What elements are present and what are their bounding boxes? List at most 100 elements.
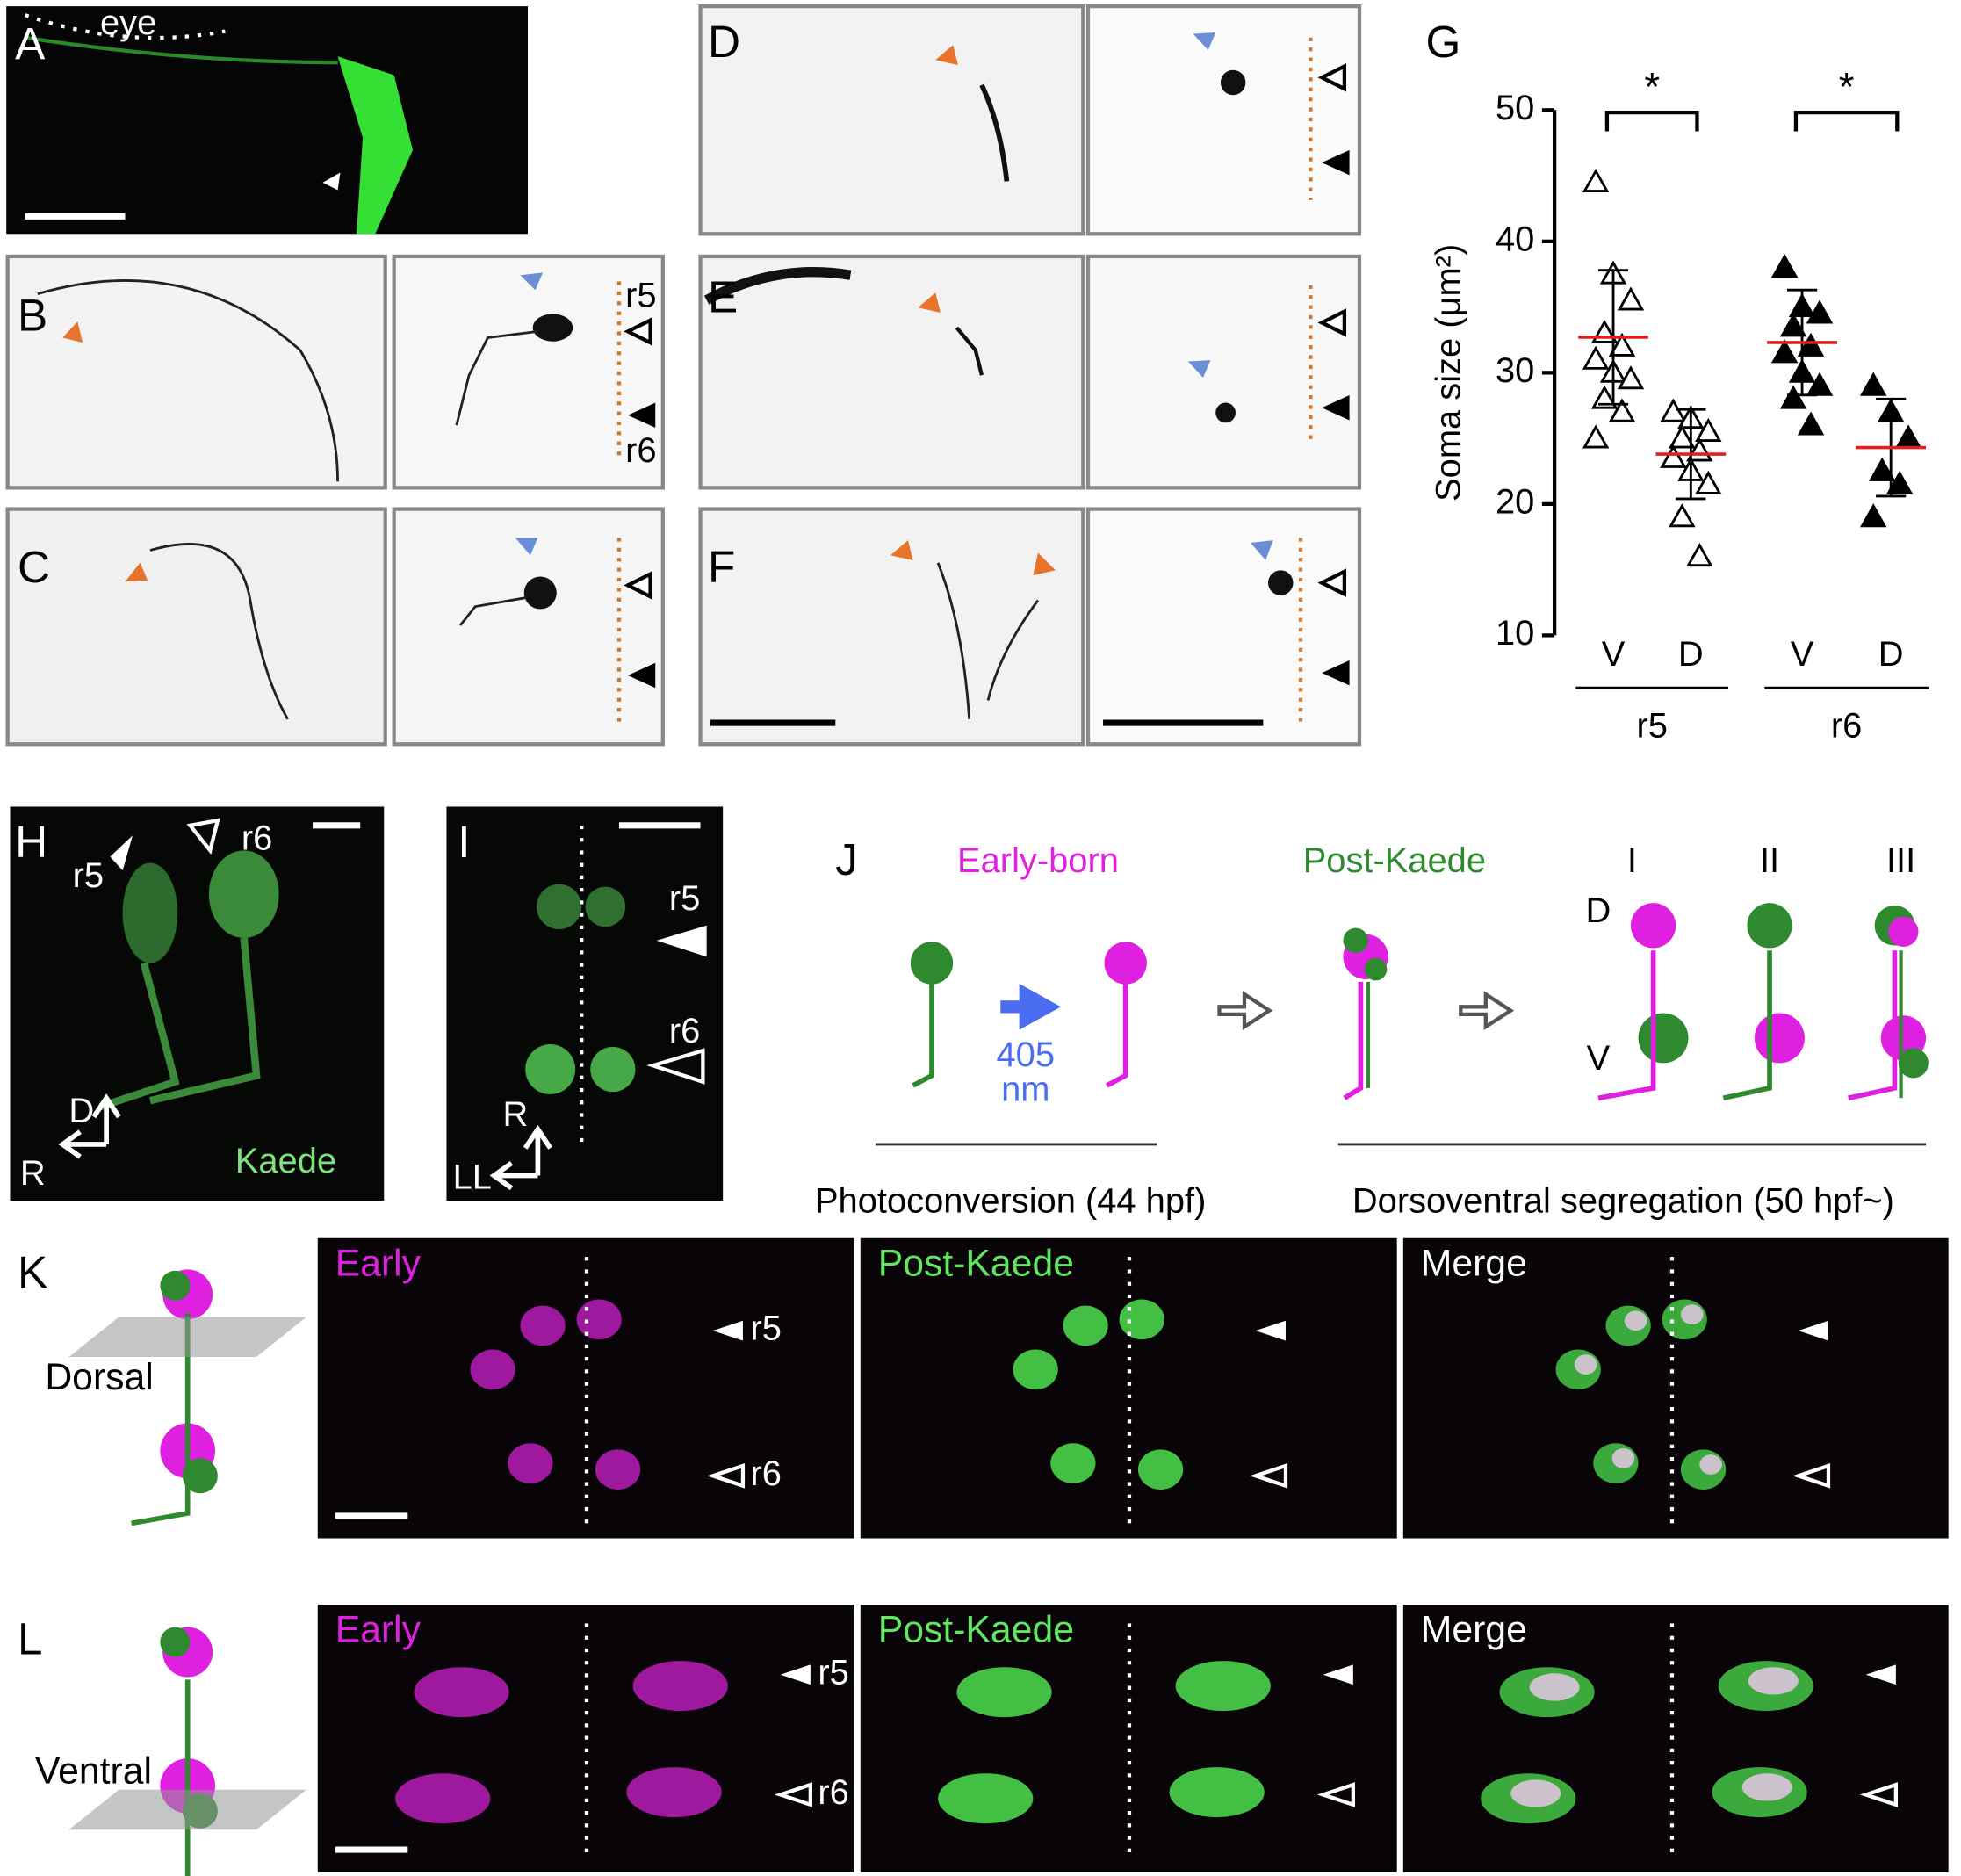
axon xyxy=(936,562,1040,719)
axis-label: V xyxy=(1587,1039,1611,1078)
cell-signal xyxy=(525,1044,576,1094)
structure xyxy=(703,267,852,305)
cell-signal xyxy=(470,1349,515,1390)
data-point xyxy=(1806,299,1834,324)
y-tick-label: 10 xyxy=(1496,614,1534,653)
data-point xyxy=(1608,398,1636,422)
soma xyxy=(532,314,573,342)
rhombomere-label: r5 xyxy=(669,879,700,918)
dendrite xyxy=(459,596,526,626)
cell-signal xyxy=(536,884,582,930)
rhombomere-label: r5 xyxy=(818,1653,848,1692)
data-point xyxy=(1695,417,1722,443)
type-label: I xyxy=(1627,841,1637,880)
plane-label: Dorsal xyxy=(45,1356,153,1398)
image-panel xyxy=(392,254,665,490)
data-point xyxy=(1669,503,1696,528)
panel-label: L xyxy=(18,1613,43,1663)
cell-signal xyxy=(1169,1767,1265,1818)
cell-signal xyxy=(122,862,178,963)
axon xyxy=(25,35,338,65)
data-point xyxy=(1894,424,1922,449)
arrowhead xyxy=(110,835,133,871)
image-panel xyxy=(5,507,387,747)
x-tick-label: D xyxy=(1878,635,1904,674)
data-point xyxy=(1608,332,1636,357)
cell-signal xyxy=(956,1667,1052,1718)
panel-label: G xyxy=(1425,17,1460,67)
image-panel xyxy=(317,1237,854,1539)
axis-label: D xyxy=(68,1092,94,1130)
arrowhead xyxy=(624,571,652,600)
significance-label: * xyxy=(1839,65,1855,110)
panel-label: D xyxy=(708,17,740,67)
significance-bracket xyxy=(1604,111,1699,132)
axis-label: R xyxy=(503,1095,529,1134)
data-point xyxy=(1797,332,1825,357)
y-tick-label: 30 xyxy=(1496,351,1534,390)
image-panel xyxy=(1085,254,1362,490)
cell-signal xyxy=(632,1661,728,1712)
rhombomere-label: r6 xyxy=(242,819,272,857)
data-point xyxy=(1660,444,1687,468)
cell-signal xyxy=(395,1773,491,1824)
panel-label: C xyxy=(18,542,50,592)
arrowhead xyxy=(656,925,707,957)
image-panel xyxy=(446,806,724,1201)
image-panel xyxy=(698,254,1085,490)
image-panel xyxy=(1402,1237,1949,1539)
image-panel xyxy=(698,507,1085,747)
group-label: r6 xyxy=(1831,706,1862,745)
arrowhead xyxy=(1317,63,1347,92)
axis-title: Soma size (μm²) xyxy=(1429,244,1467,501)
neuron-diagram xyxy=(875,903,1929,1146)
data-point xyxy=(1669,424,1696,449)
panel-label: F xyxy=(708,542,735,592)
data-point xyxy=(1686,542,1713,567)
rhombomere-label: r6 xyxy=(818,1773,848,1812)
axis-arrows xyxy=(58,1093,121,1159)
cell-signal xyxy=(1063,1305,1108,1346)
data-point xyxy=(1582,168,1610,192)
type-label: II xyxy=(1760,841,1779,880)
rhombomere-label: r5 xyxy=(750,1310,781,1348)
soma xyxy=(523,576,557,610)
cell-signal xyxy=(520,1305,566,1346)
arrowhead xyxy=(520,272,544,291)
axon xyxy=(149,543,289,720)
axon xyxy=(979,83,1010,182)
step-label: Dorsoventral segregation (50 hpf~) xyxy=(1352,1181,1894,1220)
data-point xyxy=(1590,385,1619,409)
channel-label: Merge xyxy=(1421,1609,1527,1651)
cell-signal xyxy=(508,1443,553,1483)
cell-signal xyxy=(208,850,279,938)
data-point xyxy=(1859,503,1887,528)
cell-signal xyxy=(938,1773,1034,1824)
significance-bracket xyxy=(1793,111,1900,132)
cell-signal xyxy=(1175,1661,1271,1712)
panel-label: I xyxy=(458,817,470,867)
arrowhead xyxy=(186,818,220,855)
arrowhead xyxy=(1193,32,1216,50)
cell-signal xyxy=(1529,1673,1580,1701)
x-tick-label: V xyxy=(1791,635,1814,674)
data-point xyxy=(1770,339,1799,364)
dendrite xyxy=(455,329,538,426)
cell-signal xyxy=(1741,1773,1792,1801)
image-panel xyxy=(6,6,529,234)
arrowhead xyxy=(646,1048,705,1085)
cell-signal xyxy=(1574,1354,1597,1375)
data-point xyxy=(1779,385,1807,409)
soma xyxy=(1268,570,1294,595)
arrowhead xyxy=(1033,552,1056,576)
wavelength: 405 xyxy=(997,1035,1056,1074)
rhombomere-label: r6 xyxy=(625,431,656,470)
section-plane xyxy=(68,1317,306,1358)
axon xyxy=(37,279,339,482)
arrowhead xyxy=(125,562,148,582)
arrowhead xyxy=(322,172,341,191)
caption: Kaede xyxy=(235,1142,336,1180)
image-panel xyxy=(860,1237,1397,1539)
rhombomere-label: r6 xyxy=(669,1012,700,1050)
arrowhead xyxy=(624,317,652,346)
